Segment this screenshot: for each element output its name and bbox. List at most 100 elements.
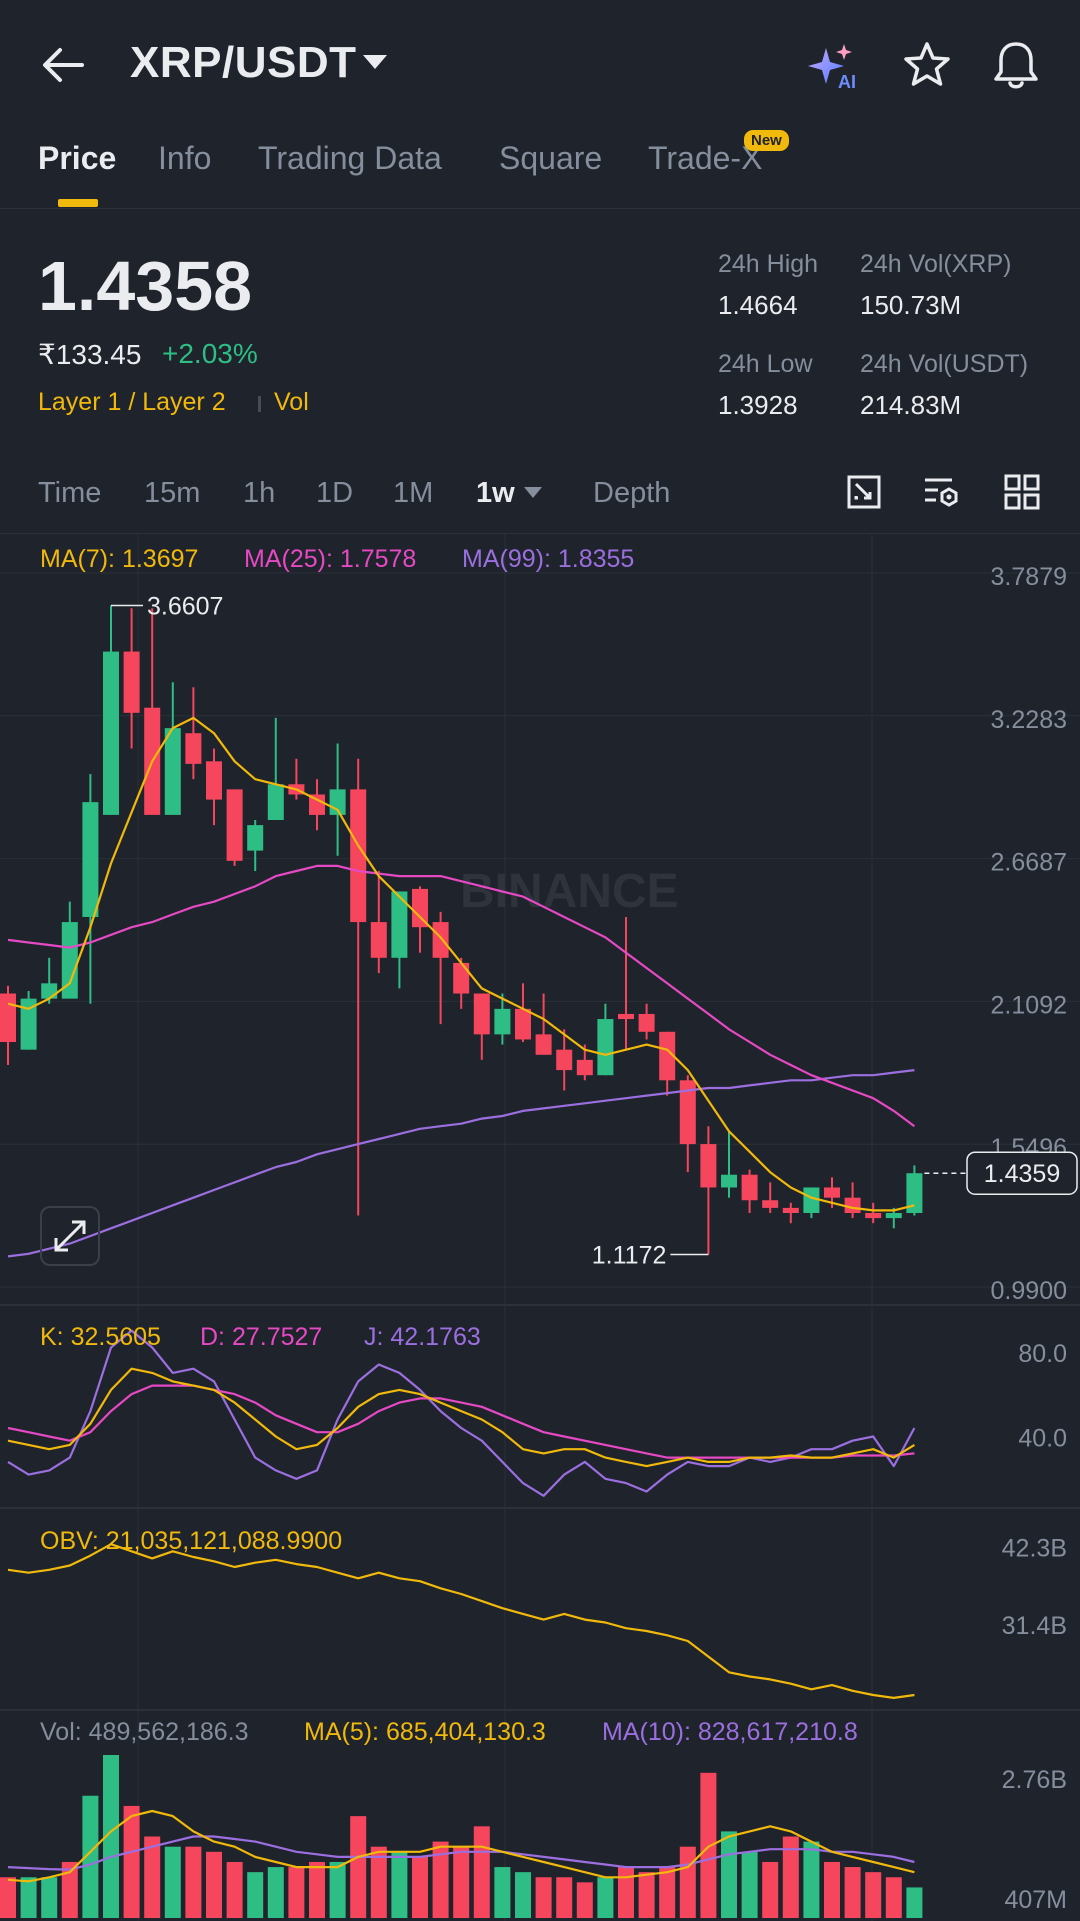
- timeframe-dropdown-icon[interactable]: [524, 487, 542, 498]
- volume-bar: [206, 1851, 222, 1918]
- volume-bar: [329, 1861, 346, 1918]
- candle-body: [700, 1144, 717, 1188]
- vol-ma10-line: [7, 1835, 915, 1871]
- price-axis-label: 3.7879: [991, 563, 1067, 591]
- low-24h-label: 24h Low: [718, 350, 813, 378]
- ma7-line: [7, 716, 915, 1212]
- candle-body: [226, 789, 243, 861]
- pair-dropdown-caret-icon[interactable]: [363, 55, 387, 69]
- tab-price[interactable]: Price: [38, 140, 117, 176]
- low-marker-label: 1.1172: [592, 1242, 667, 1270]
- timeframe-1w[interactable]: 1w: [476, 477, 515, 509]
- active-tab-indicator: [58, 199, 98, 207]
- candle-body: [597, 1019, 614, 1076]
- candle-body: [309, 794, 325, 815]
- volume-bar: [391, 1851, 408, 1918]
- candle-body: [803, 1187, 820, 1213]
- volume-bar: [556, 1877, 573, 1918]
- ma25-line: [7, 864, 916, 1128]
- timeframe-15m[interactable]: 15m: [144, 477, 201, 509]
- price-axis-label: 3.2283: [991, 706, 1067, 734]
- volume-axis-label: 407M: [1004, 1886, 1067, 1914]
- candle-body: [556, 1049, 573, 1071]
- new-badge: New: [744, 130, 789, 151]
- candle-body: [370, 922, 387, 958]
- indicator-settings-icon[interactable]: [922, 472, 962, 512]
- volume-bar: [679, 1846, 696, 1918]
- candle-body: [185, 733, 202, 764]
- ma25-legend: MA(25): 1.7578: [244, 545, 417, 573]
- trading-pair-title[interactable]: XRP/USDT: [130, 38, 357, 87]
- candle-body: [741, 1174, 758, 1201]
- vol-legend: Vol: 489,562,186.3: [40, 1718, 249, 1746]
- candle-body: [267, 784, 284, 820]
- obv-axis-label: 31.4B: [1002, 1612, 1067, 1640]
- candle-body: [41, 983, 58, 999]
- page-tabs: Price Info Trading Data Square Trade-X: [0, 130, 1080, 209]
- candle-body: [576, 1059, 593, 1076]
- candle-body: [432, 922, 449, 958]
- timeframe-1m[interactable]: 1M: [393, 477, 434, 509]
- volume-bar: [103, 1755, 119, 1918]
- volume-bar: [803, 1841, 820, 1918]
- volume-bar: [164, 1846, 181, 1918]
- notification-bell-icon[interactable]: [990, 38, 1042, 92]
- candle-body: [247, 825, 264, 851]
- kdj-axis-label: 40.0: [1018, 1424, 1067, 1452]
- candle-body: [762, 1200, 779, 1208]
- volume-bar: [638, 1872, 655, 1918]
- candle-body: [391, 891, 408, 958]
- volume-bar: [350, 1816, 367, 1918]
- volume-bar: [370, 1846, 387, 1918]
- candle-body: [535, 1034, 552, 1055]
- category-tag-vol[interactable]: Vol: [274, 388, 309, 416]
- candle-body: [515, 1008, 531, 1040]
- volume-bar: [762, 1861, 779, 1918]
- volume-bar: [721, 1831, 737, 1918]
- timeframe-time[interactable]: Time: [38, 477, 102, 509]
- tab-trade-x[interactable]: Trade-X: [648, 140, 763, 176]
- volume-bar: [597, 1877, 614, 1918]
- low-24h-value: 1.3928: [718, 390, 798, 420]
- last-price: 1.4358: [38, 247, 253, 325]
- candle-body: [844, 1197, 861, 1213]
- vol-xrp-value: 150.73M: [860, 290, 962, 320]
- volume-bar: [473, 1826, 490, 1918]
- back-arrow-icon[interactable]: [38, 40, 88, 90]
- last-price-badge: [966, 1151, 1078, 1195]
- vol-xrp-label: 24h Vol(XRP): [860, 250, 1012, 278]
- candle-body: [494, 1008, 511, 1035]
- timeframe-divider: [0, 533, 1080, 534]
- timeframe-depth[interactable]: Depth: [593, 477, 671, 509]
- candle-body: [473, 993, 490, 1035]
- timeframe-1d[interactable]: 1D: [316, 477, 354, 509]
- kdj-axis-label: 80.0: [1018, 1340, 1067, 1368]
- tab-trading-data[interactable]: Trading Data: [258, 140, 442, 176]
- candle-body: [350, 789, 367, 923]
- category-tag-layer[interactable]: Layer 1 / Layer 2: [38, 388, 226, 416]
- ma99-legend: MA(99): 1.8355: [462, 545, 635, 573]
- volume-bar: [885, 1877, 902, 1918]
- chart-fullscreen-icon[interactable]: [844, 472, 884, 512]
- price-change-percent: +2.03%: [162, 338, 258, 369]
- high-24h-value: 1.4664: [718, 290, 798, 320]
- expand-chart-button[interactable]: [40, 1206, 100, 1266]
- tab-square[interactable]: Square: [499, 140, 603, 176]
- vol-ma5-legend: MA(5): 685,404,130.3: [304, 1718, 546, 1746]
- timeframe-1h[interactable]: 1h: [243, 477, 276, 509]
- kdj-k-legend: K: 32.5605: [40, 1323, 161, 1351]
- volume-bar: [123, 1805, 140, 1918]
- favorite-star-icon[interactable]: [902, 40, 952, 90]
- layout-grid-icon[interactable]: [1002, 472, 1042, 512]
- candle-body: [618, 1013, 634, 1020]
- candle-body: [0, 993, 16, 1043]
- volume-bar: [412, 1856, 428, 1918]
- ai-sparkle-icon[interactable]: AI: [808, 42, 864, 92]
- candle-body: [721, 1174, 737, 1188]
- tab-info[interactable]: Info: [158, 140, 212, 176]
- volume-bar: [432, 1841, 449, 1918]
- ma99-line: [7, 1069, 915, 1258]
- volume-bar: [61, 1861, 78, 1918]
- volume-bar: [0, 1877, 16, 1918]
